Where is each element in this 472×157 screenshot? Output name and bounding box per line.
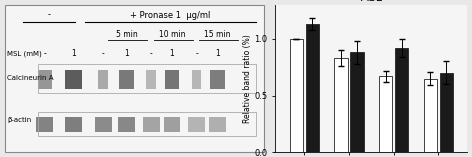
Text: 1: 1: [71, 49, 76, 58]
Text: 1: 1: [215, 49, 219, 58]
Bar: [143, 117, 160, 132]
Bar: [38, 112, 256, 136]
Bar: [146, 70, 156, 89]
Bar: [210, 70, 225, 89]
Text: 1: 1: [169, 49, 174, 58]
Bar: [165, 70, 179, 89]
Bar: [98, 70, 109, 89]
Bar: [395, 48, 408, 152]
Bar: [334, 58, 347, 152]
Bar: [36, 117, 53, 132]
Bar: [118, 117, 135, 132]
Text: -: -: [47, 11, 51, 19]
Bar: [38, 64, 256, 93]
Text: 5 min: 5 min: [116, 30, 137, 39]
Bar: [423, 78, 437, 152]
Bar: [192, 70, 202, 89]
Text: 15 min: 15 min: [204, 30, 230, 39]
Text: -: -: [102, 49, 105, 58]
Y-axis label: Relative band ratio (%): Relative band ratio (%): [243, 34, 252, 123]
Bar: [305, 24, 319, 152]
Text: Calcineurin A: Calcineurin A: [7, 76, 54, 81]
Bar: [379, 76, 392, 152]
Bar: [38, 70, 52, 89]
Text: -: -: [195, 49, 198, 58]
Text: -: -: [150, 49, 152, 58]
Bar: [65, 70, 82, 89]
Title: MSL: MSL: [360, 0, 383, 3]
Text: β-actin: β-actin: [7, 117, 32, 123]
Text: + Pronase 1  μg/ml: + Pronase 1 μg/ml: [130, 11, 211, 19]
Bar: [289, 39, 303, 152]
Bar: [350, 52, 363, 152]
Text: 1: 1: [124, 49, 129, 58]
Bar: [119, 70, 134, 89]
Bar: [65, 117, 82, 132]
Text: MSL (mM): MSL (mM): [7, 50, 42, 57]
Text: -: -: [43, 49, 46, 58]
Bar: [188, 117, 205, 132]
Bar: [439, 73, 453, 152]
Bar: [95, 117, 112, 132]
Bar: [209, 117, 226, 132]
Text: 10 min: 10 min: [159, 30, 185, 39]
Bar: [163, 117, 180, 132]
